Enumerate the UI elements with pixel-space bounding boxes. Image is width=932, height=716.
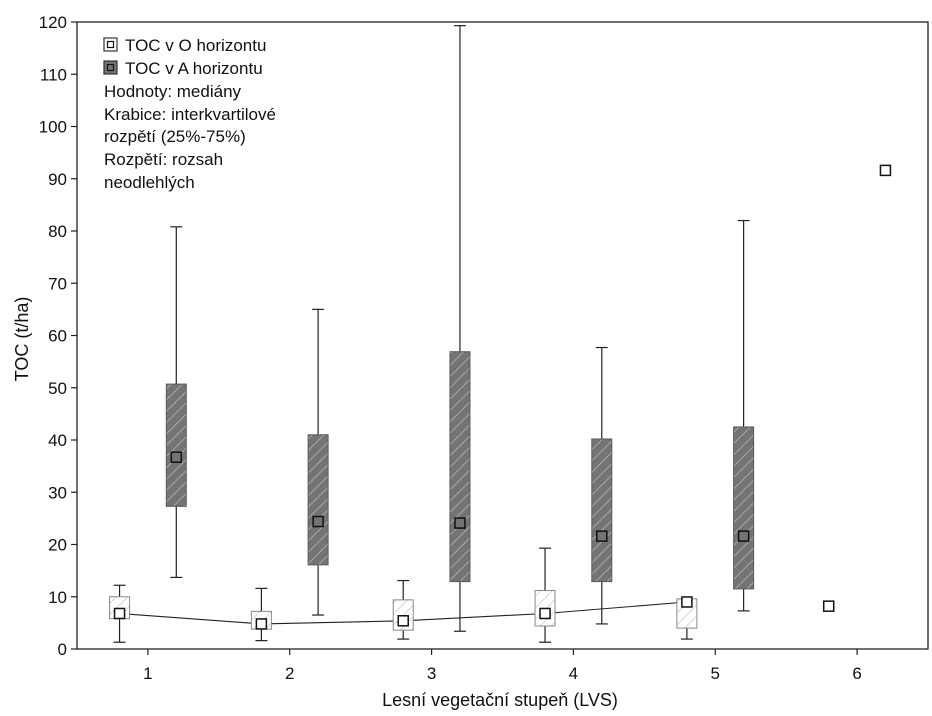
median-marker [822, 600, 835, 612]
y-tick-label: 120 [39, 13, 67, 32]
y-tick-label: 90 [48, 170, 67, 189]
legend-note-5: neodlehlých [104, 173, 195, 192]
legend-label-a: TOC v A horizontu [125, 59, 263, 78]
x-tick-label: 2 [285, 664, 294, 683]
median-marker [539, 607, 551, 620]
x-tick-label: 5 [711, 664, 720, 683]
legend-note-3: rozpětí (25%-75%) [104, 127, 246, 146]
y-tick-label: 0 [58, 640, 67, 659]
series-a-horizon [165, 25, 892, 632]
y-tick-label: 70 [48, 274, 67, 293]
y-tick-label: 50 [48, 379, 67, 398]
x-axis-title: Lesní vegetační stupeň (LVS) [382, 690, 618, 710]
x-tick-label: 1 [143, 664, 152, 683]
median-marker [255, 618, 268, 630]
series-layer [109, 25, 892, 643]
y-axis-title: TOC (t/ha) [12, 297, 32, 382]
y-tick-label: 10 [48, 588, 67, 607]
median-marker [454, 517, 466, 529]
y-tick-label: 110 [40, 65, 67, 84]
y-tick-label: 40 [48, 431, 67, 450]
median-marker [879, 164, 892, 177]
y-tick-label: 100 [39, 118, 67, 137]
legend-note-2: Krabice: interkvartilové [104, 105, 276, 124]
x-tick-label: 4 [569, 664, 578, 683]
iqr-box [307, 434, 329, 566]
x-tick-label: 6 [852, 664, 861, 683]
y-tick-label: 30 [48, 483, 67, 502]
legend: TOC v O horizontu TOC v A horizontu Hodn… [103, 36, 276, 192]
legend-swatch-o-marker [106, 40, 115, 49]
y-tick-label: 80 [48, 222, 67, 241]
median-marker [681, 596, 693, 608]
legend-note-1: Hodnoty: mediány [104, 82, 242, 101]
legend-note-4: Rozpětí: rozsah [104, 150, 223, 169]
legend-label-o: TOC v O horizontu [125, 36, 266, 55]
median-marker [596, 530, 608, 542]
iqr-box [733, 426, 755, 590]
median-marker [170, 451, 183, 463]
iqr-box [591, 438, 613, 583]
iqr-box [449, 351, 471, 583]
x-tick-label: 3 [427, 664, 436, 683]
median-marker [397, 615, 409, 627]
median-marker [113, 607, 126, 620]
series-o-horizon [109, 547, 835, 643]
iqr-box [165, 383, 187, 507]
median-marker [312, 515, 324, 528]
y-axis-ticks: 0 10 20 30 40 50 60 70 80 90 100 110 120 [39, 13, 77, 659]
y-tick-label: 20 [48, 536, 67, 555]
median-marker [737, 530, 750, 542]
x-axis-ticks: 1 2 3 4 5 6 [143, 649, 862, 683]
legend-swatch-a-marker [106, 63, 115, 72]
y-tick-label: 60 [48, 327, 67, 346]
